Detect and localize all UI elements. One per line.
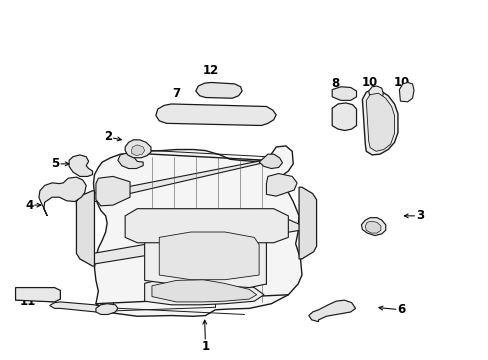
Polygon shape [331, 103, 356, 131]
Polygon shape [118, 153, 143, 168]
Text: 12: 12 [202, 64, 218, 77]
Text: 6: 6 [396, 303, 405, 316]
Polygon shape [366, 93, 394, 151]
Polygon shape [156, 104, 276, 126]
Polygon shape [152, 280, 256, 302]
Text: 7: 7 [172, 87, 180, 100]
Text: 3: 3 [415, 210, 423, 222]
Polygon shape [125, 209, 288, 243]
Polygon shape [266, 174, 297, 196]
Polygon shape [76, 158, 276, 206]
Polygon shape [299, 187, 316, 259]
Polygon shape [144, 276, 264, 305]
Text: 11: 11 [20, 296, 36, 309]
Polygon shape [195, 82, 242, 98]
Polygon shape [96, 304, 118, 315]
Text: 2: 2 [104, 130, 112, 144]
Polygon shape [80, 220, 300, 264]
Polygon shape [125, 140, 151, 158]
Polygon shape [368, 86, 383, 101]
Text: 1: 1 [201, 340, 209, 353]
Text: 4: 4 [25, 199, 33, 212]
Polygon shape [259, 154, 282, 168]
Polygon shape [69, 155, 92, 176]
Polygon shape [159, 232, 259, 280]
Text: 10: 10 [361, 76, 378, 89]
Polygon shape [131, 145, 144, 156]
Polygon shape [365, 221, 380, 233]
Polygon shape [76, 191, 94, 266]
Text: 8: 8 [330, 77, 339, 90]
Polygon shape [96, 176, 130, 206]
Polygon shape [361, 218, 385, 235]
Polygon shape [144, 228, 266, 288]
Polygon shape [16, 288, 60, 302]
Polygon shape [308, 300, 355, 321]
Polygon shape [93, 146, 302, 316]
Polygon shape [50, 302, 105, 312]
Polygon shape [331, 87, 356, 100]
Polygon shape [399, 82, 413, 102]
Text: 10: 10 [392, 76, 408, 89]
Text: 9: 9 [330, 111, 339, 124]
Text: 5: 5 [51, 157, 60, 170]
Polygon shape [362, 90, 397, 155]
Polygon shape [39, 177, 86, 216]
